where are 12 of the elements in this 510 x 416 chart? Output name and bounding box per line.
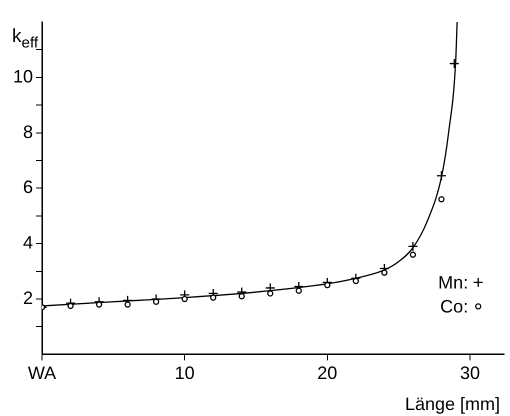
y-tick-label: 6 [23,177,34,198]
x-tick-label: 20 [317,363,338,384]
y-tick-label: 8 [23,122,34,142]
x-tick-label: 30 [460,363,480,384]
legend-label: Co: [440,296,468,316]
x-tick-label: 10 [174,363,195,384]
y-tick-label: 4 [23,232,34,253]
x-tick-label: WA [28,363,56,384]
y-tick-label: 10 [12,66,34,86]
x-axis-title: Länge [mm] [404,394,500,414]
y-tick-label: 2 [23,288,34,308]
legend-label: Mn: [438,272,468,292]
